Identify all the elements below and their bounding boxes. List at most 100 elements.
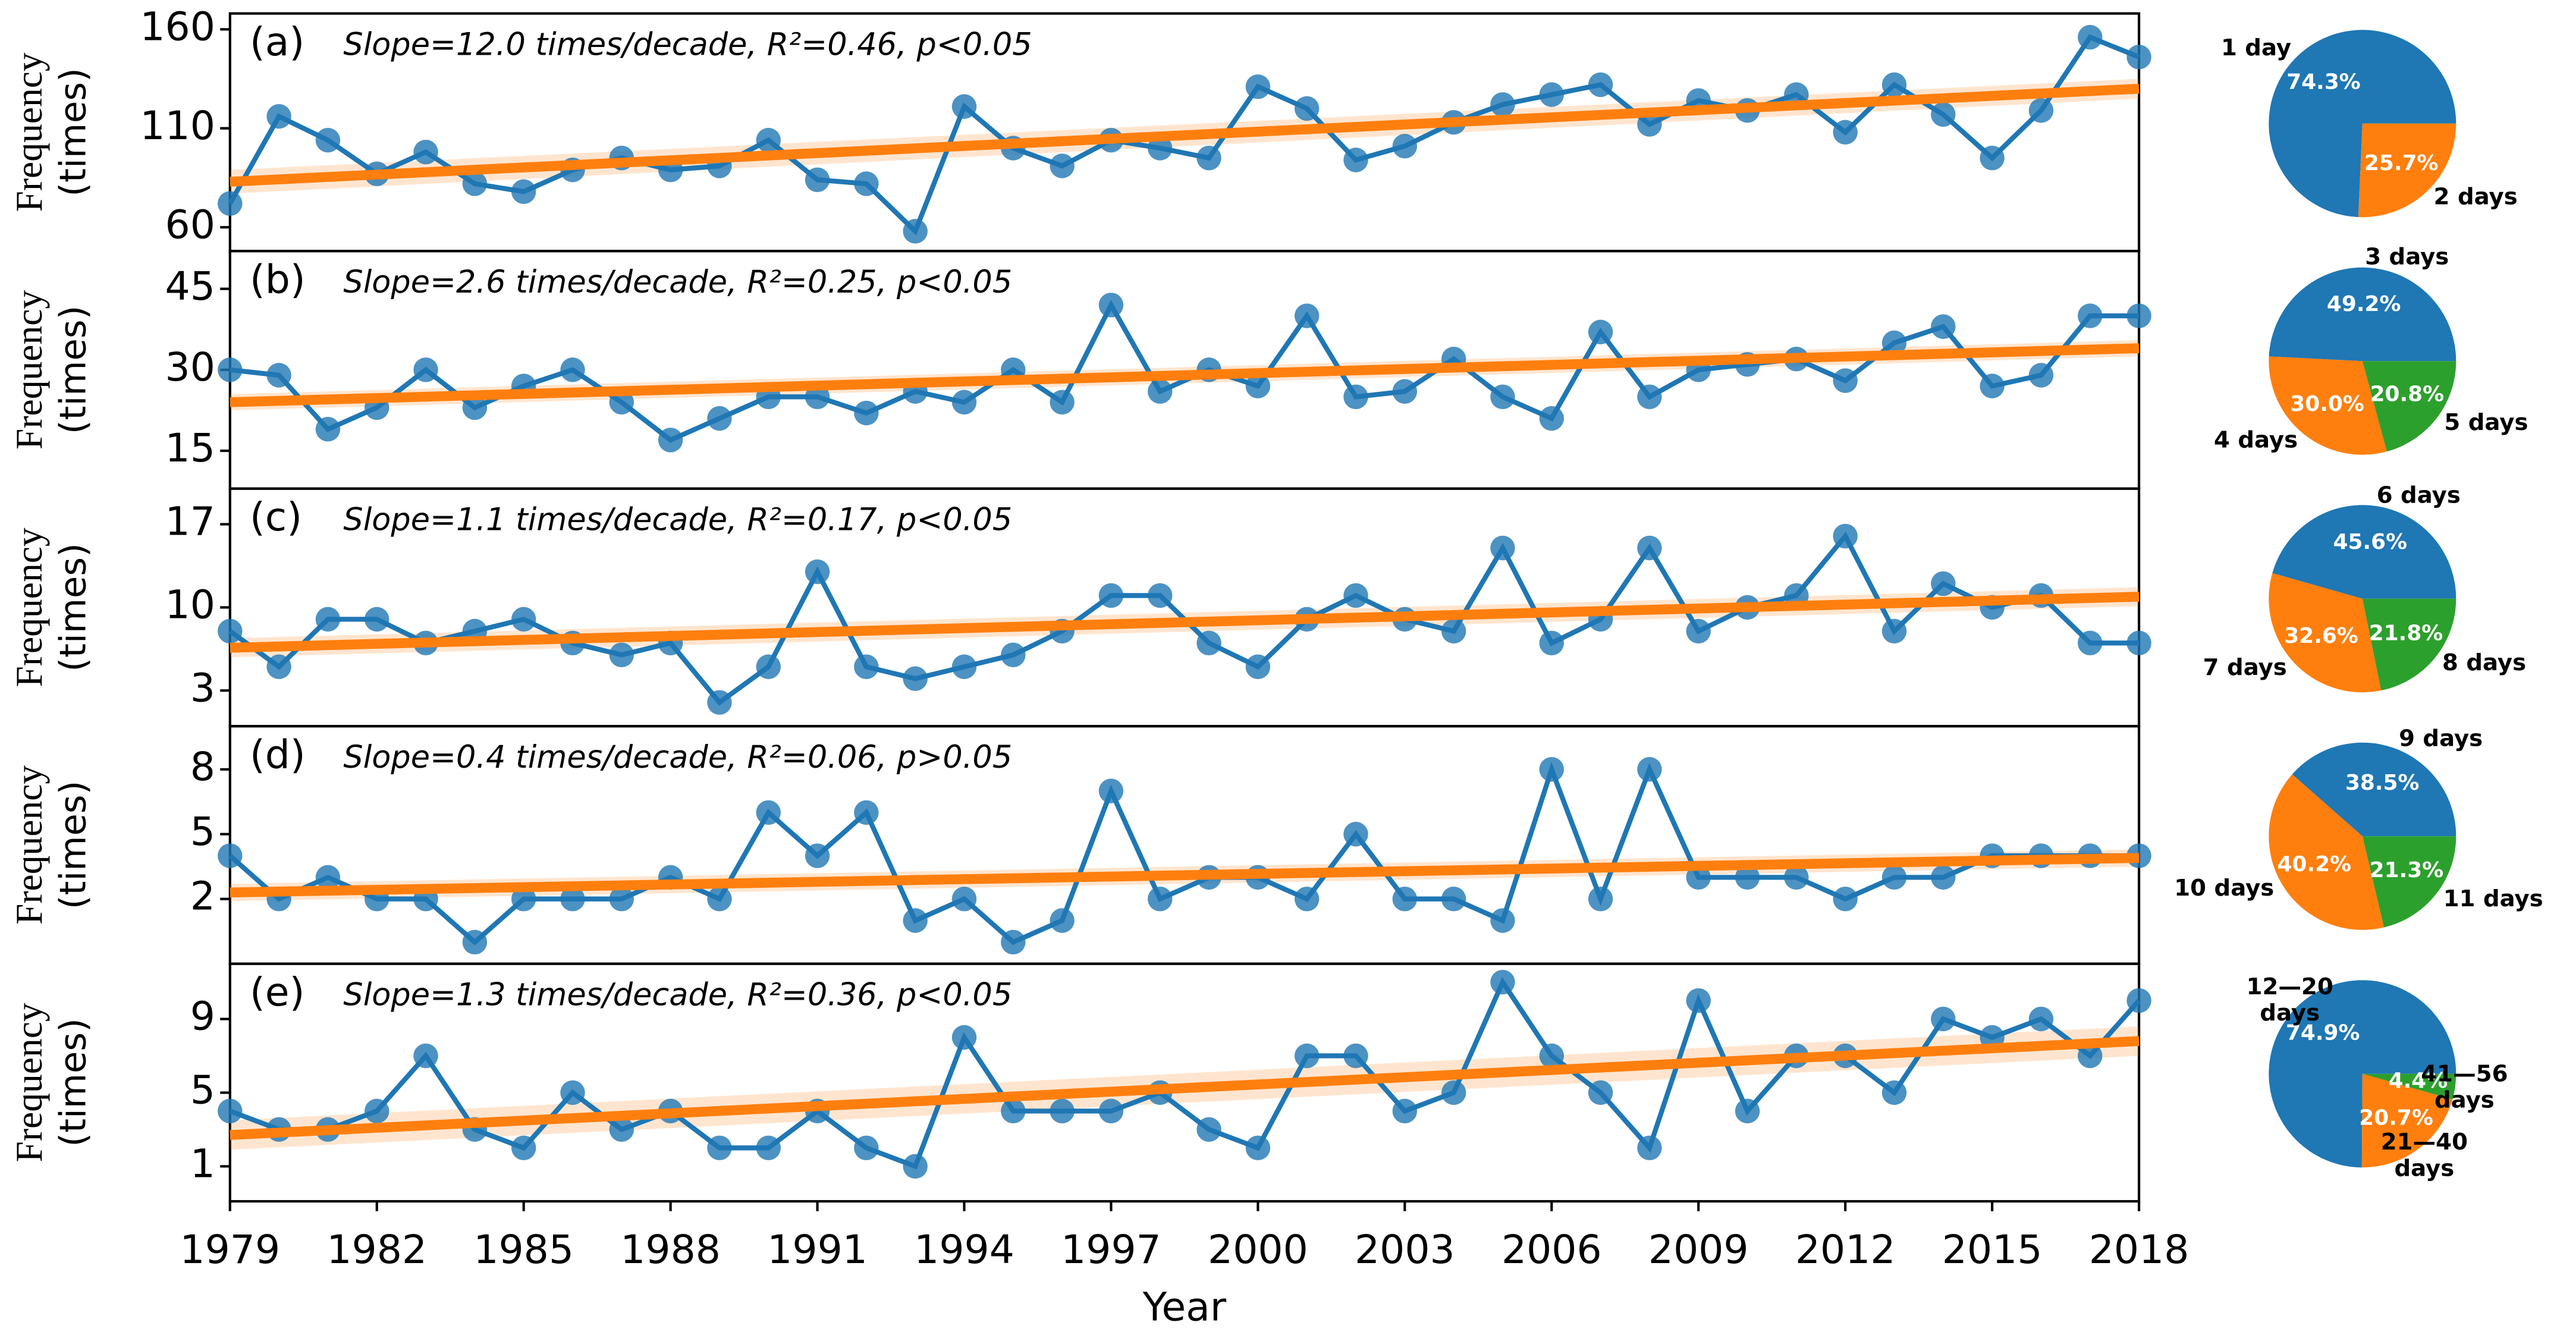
pie-label: 41—56 days	[2421, 1060, 2508, 1113]
y-axis-label: Frequency	[8, 290, 50, 450]
annotation: Slope=2.6 times/decade, R²=0.25, p<0.05	[343, 264, 1012, 300]
data-point	[315, 607, 341, 632]
data-point	[1490, 969, 1515, 995]
pie-percent: 74.3%	[2286, 70, 2361, 95]
x-tick-label: 1985	[473, 1226, 574, 1273]
line-panel: 1 5 9 Frequency (times) (e) Slope=1.3 times/de…	[8, 962, 2189, 1330]
data-point	[511, 607, 536, 632]
x-tick-label: 2000	[1208, 1226, 1308, 1273]
data-point	[1588, 72, 1613, 98]
pie-slice	[2269, 980, 2456, 1168]
data-point	[1539, 406, 1565, 431]
pie-percent: 21.8%	[2369, 621, 2443, 646]
data-point	[315, 417, 341, 442]
data-point	[1833, 120, 1858, 145]
data-point	[1050, 1098, 1075, 1124]
data-point	[2028, 363, 2054, 388]
data-point	[1295, 1043, 1320, 1069]
data-point	[1245, 1135, 1271, 1161]
pie-slice	[2358, 123, 2456, 218]
data-point	[1392, 886, 1418, 912]
data-point	[560, 357, 585, 382]
data-point	[365, 607, 389, 632]
pie-slice	[2362, 598, 2456, 691]
data-point	[1980, 145, 2005, 171]
data-point	[365, 1098, 389, 1124]
pie-percent: 45.6%	[2333, 530, 2408, 554]
y-tick-label: 10	[165, 581, 215, 627]
data-point	[218, 1098, 243, 1124]
data-point	[854, 171, 879, 196]
data-point	[1784, 865, 1809, 890]
data-point	[1490, 908, 1515, 933]
data-point	[462, 171, 488, 196]
data-point	[266, 104, 291, 129]
pie-percent: 20.7%	[2359, 1105, 2433, 1130]
data-point	[1539, 757, 1565, 782]
data-point	[511, 1135, 536, 1161]
data-point	[1881, 865, 1907, 890]
data-point	[413, 1043, 438, 1069]
annotation: Slope=12.0 times/decade, R²=0.46, p<0.05	[343, 27, 1032, 63]
y-axis-label: (times)	[53, 306, 95, 434]
panel-label: (c)	[250, 494, 302, 540]
x-tick-label: 1991	[767, 1226, 868, 1273]
pie-percent: 20.8%	[2370, 382, 2445, 407]
pie-label: 2 days	[2434, 183, 2518, 210]
data-point	[1735, 865, 1760, 890]
data-point	[218, 843, 243, 868]
trend-line	[230, 1036, 2140, 1140]
y-tick-label: 5	[190, 808, 215, 855]
data-point	[1098, 583, 1124, 608]
panel-label: (b)	[250, 256, 306, 303]
pie: 45.6% 6 days 32.6% 7 days 21.8% 8 days	[2203, 482, 2526, 693]
pie-label: 7 days	[2203, 654, 2287, 681]
data-point	[951, 390, 977, 415]
data-point	[707, 1135, 732, 1161]
pie-label: 3 days	[2365, 244, 2449, 271]
data-point	[903, 1154, 928, 1179]
y-axis-label: Frequency	[8, 527, 50, 687]
pie-label: 5 days	[2444, 409, 2528, 436]
data-point	[1637, 535, 1662, 561]
data-point	[560, 1080, 585, 1105]
data-point	[1050, 908, 1075, 933]
data-point	[1050, 153, 1075, 178]
pie-label: 9 days	[2399, 725, 2483, 752]
pie-percent: 21.3%	[2370, 858, 2444, 882]
y-tick-label: 2	[190, 873, 215, 919]
pie-slice	[2361, 1073, 2453, 1168]
pie-label: 10 days	[2174, 875, 2274, 902]
pie-slice	[2269, 573, 2382, 693]
pie-label: 1 day	[2221, 34, 2291, 61]
data-point	[1001, 1098, 1026, 1124]
data-point	[413, 139, 438, 165]
data-point	[315, 865, 341, 890]
x-tick-label: 1994	[914, 1226, 1014, 1273]
y-tick-label: 30	[165, 344, 215, 390]
pie-label: 6 days	[2377, 482, 2461, 509]
data-point	[756, 128, 781, 153]
data-point	[1098, 293, 1124, 318]
data-point	[1295, 96, 1320, 121]
x-tick-label: 1979	[180, 1226, 280, 1273]
data-point	[1881, 72, 1907, 98]
data-point	[1881, 330, 1907, 356]
pie: 74.3% 1 day 25.7% 2 days	[2221, 30, 2518, 218]
data-point	[2078, 24, 2103, 50]
data-point	[1637, 384, 1662, 410]
y-tick-label: 9	[190, 993, 215, 1039]
pie-slice	[2362, 361, 2456, 452]
data-point	[315, 128, 341, 153]
data-point	[1539, 630, 1565, 656]
data-point	[756, 800, 781, 825]
data-point	[1931, 1006, 1956, 1032]
y-tick-label: 160	[140, 3, 215, 49]
y-tick-label: 45	[165, 263, 215, 309]
data-point	[951, 654, 977, 679]
data-point	[462, 929, 488, 955]
pie-label: 11 days	[2443, 885, 2543, 912]
data-point	[462, 395, 488, 420]
data-point	[1343, 147, 1368, 172]
plot-frame	[228, 962, 2141, 1203]
